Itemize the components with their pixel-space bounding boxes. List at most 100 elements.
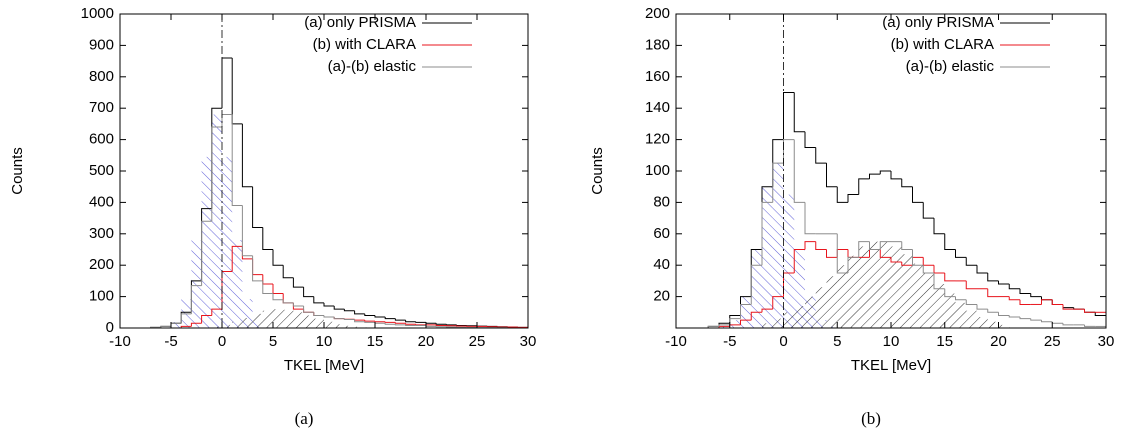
histogram-step [436, 323, 446, 324]
histogram-step [923, 257, 934, 265]
histogram-step [304, 287, 314, 296]
histogram-step [1031, 293, 1042, 296]
x-axis-label: TKEL [MeV] [284, 357, 364, 374]
histogram-step [999, 312, 1010, 315]
histogram-step [263, 281, 273, 294]
histogram-step [395, 324, 405, 325]
histogram-step [293, 303, 303, 306]
histogram-step [966, 257, 977, 265]
legend-label: (a) only PRISMA [882, 14, 994, 31]
fit-bin [848, 256, 859, 328]
fit-bin [880, 242, 891, 328]
x-tick-label: 15 [367, 333, 384, 350]
y-tick-label: 700 [89, 99, 114, 116]
y-tick-label: 600 [89, 131, 114, 148]
y-tick-label: 100 [89, 288, 114, 305]
histogram-step [945, 273, 956, 281]
fit-bin [794, 306, 805, 328]
fit-bin [859, 246, 870, 328]
x-tick-label: 30 [1098, 333, 1115, 350]
fit-bin [293, 312, 303, 328]
fit-bin [773, 163, 784, 328]
histogram-step [324, 303, 334, 306]
histogram-step [242, 206, 252, 256]
histogram-step [283, 293, 293, 302]
histogram-step [1063, 323, 1074, 325]
histogram-step [923, 265, 934, 273]
x-tick-label: 30 [520, 333, 537, 350]
legend-label: (b) with CLARA [891, 36, 994, 53]
histogram-step [222, 114, 232, 127]
y-tick-label: 400 [89, 193, 114, 210]
histogram-step [385, 322, 395, 323]
histogram-step [1063, 304, 1074, 307]
fit-bin [314, 319, 324, 328]
x-tick-label: 0 [779, 333, 787, 350]
histogram-step [848, 195, 859, 203]
histogram-step [794, 93, 805, 132]
fit-bin [762, 187, 773, 328]
fit-bin [334, 324, 344, 328]
y-axis-label: Counts [589, 147, 606, 195]
fit-bin [870, 242, 881, 328]
histogram-step [161, 326, 171, 327]
fit-bin [283, 310, 293, 328]
histogram-step [406, 323, 416, 324]
fit-bin [913, 264, 924, 328]
histogram-step [242, 124, 252, 187]
histogram-step [395, 319, 405, 321]
fit-bin [202, 157, 212, 328]
histogram-step [334, 317, 344, 319]
histogram-step [375, 321, 385, 322]
y-tick-label: 80 [653, 193, 670, 210]
x-tick-label: 25 [1044, 333, 1061, 350]
histogram-step [242, 246, 252, 259]
histogram-step [1063, 304, 1074, 309]
histogram-step [880, 171, 891, 174]
histogram-step [1020, 317, 1031, 319]
histogram-step [406, 320, 416, 322]
histogram-step [859, 179, 870, 195]
histogram-step [273, 250, 283, 266]
histogram-step [1052, 300, 1063, 305]
histogram-step [902, 242, 913, 250]
histogram-step [273, 284, 283, 293]
histogram-step [1009, 297, 1020, 300]
y-tick-label: 20 [653, 288, 670, 305]
fit-bin [988, 322, 999, 328]
histogram-step [805, 242, 816, 250]
fit-bin [304, 315, 314, 328]
histogram-step [334, 306, 344, 309]
histogram-step [304, 306, 314, 312]
y-tick-label: 200 [645, 5, 670, 22]
histogram-step [344, 309, 354, 311]
histogram-step [426, 325, 436, 326]
x-tick-label: -10 [665, 333, 687, 350]
x-axis-label: TKEL [MeV] [851, 357, 931, 374]
fit-bin [232, 240, 242, 328]
x-tick-label: 5 [833, 333, 841, 350]
histogram-step [293, 278, 303, 287]
x-tick-label: 15 [936, 333, 953, 350]
histogram-step [784, 140, 795, 164]
fit-bin [762, 323, 773, 328]
histogram-step [988, 273, 999, 281]
fit-bin [191, 240, 201, 328]
histogram-step [934, 218, 945, 234]
histogram-step [1009, 284, 1020, 289]
fit-bin [923, 273, 934, 328]
fit-bin [837, 265, 848, 328]
histogram-step [314, 312, 324, 315]
caption: (b) [861, 409, 881, 428]
histogram-step [934, 265, 945, 273]
histogram-step [375, 322, 385, 323]
histogram-step [1020, 300, 1031, 305]
y-tick-label: 180 [645, 36, 670, 53]
histogram-step [891, 171, 902, 179]
y-tick-label: 500 [89, 162, 114, 179]
y-tick-label: 800 [89, 68, 114, 85]
histogram-step [805, 132, 816, 148]
fit-bin [945, 293, 956, 328]
